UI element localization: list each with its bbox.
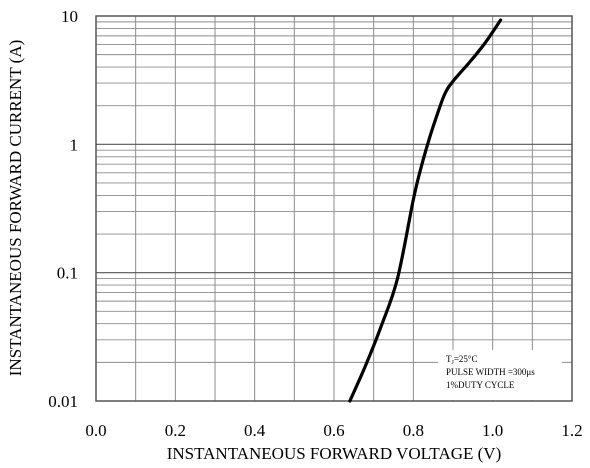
plot-frame bbox=[95, 15, 573, 402]
y-tick-label: 0.01 bbox=[48, 392, 78, 411]
annotation-line-3: 1%DUTY CYCLE bbox=[446, 380, 515, 390]
x-tick-label: 0.8 bbox=[403, 421, 424, 440]
y-tick-labels: 0.01 0.1 1 10 bbox=[48, 7, 78, 411]
annotation-line-1: TJ=25°C bbox=[446, 354, 478, 366]
test-conditions-annotation: TJ=25°C PULSE WIDTH =300μs 1%DUTY CYCLE bbox=[438, 350, 562, 400]
plot-border bbox=[95, 15, 573, 402]
y-tick-label: 0.1 bbox=[57, 264, 78, 283]
x-tick-labels: 0.0 0.2 0.4 0.6 0.8 1.0 1.2 bbox=[85, 421, 582, 440]
annotation-line-2: PULSE WIDTH =300μs bbox=[446, 367, 535, 377]
x-tick-label: 0.6 bbox=[323, 421, 344, 440]
annotation-box bbox=[438, 350, 562, 400]
y-tick-label: 10 bbox=[61, 7, 78, 26]
x-tick-label: 0.2 bbox=[165, 421, 186, 440]
x-tick-label: 1.0 bbox=[482, 421, 503, 440]
series-line-0 bbox=[348, 18, 503, 403]
y-tick-label: 1 bbox=[70, 135, 79, 154]
grid-lines bbox=[96, 16, 572, 401]
x-tick-label: 0.0 bbox=[85, 421, 106, 440]
x-axis-title: INSTANTANEOUS FORWARD VOLTAGE (V) bbox=[167, 444, 502, 463]
series-layer bbox=[348, 18, 503, 403]
y-axis-title: INSTANTANEOUS FORWARD CURRENT (A) bbox=[6, 40, 25, 377]
x-tick-label: 0.4 bbox=[244, 421, 266, 440]
x-tick-label: 1.2 bbox=[561, 421, 582, 440]
